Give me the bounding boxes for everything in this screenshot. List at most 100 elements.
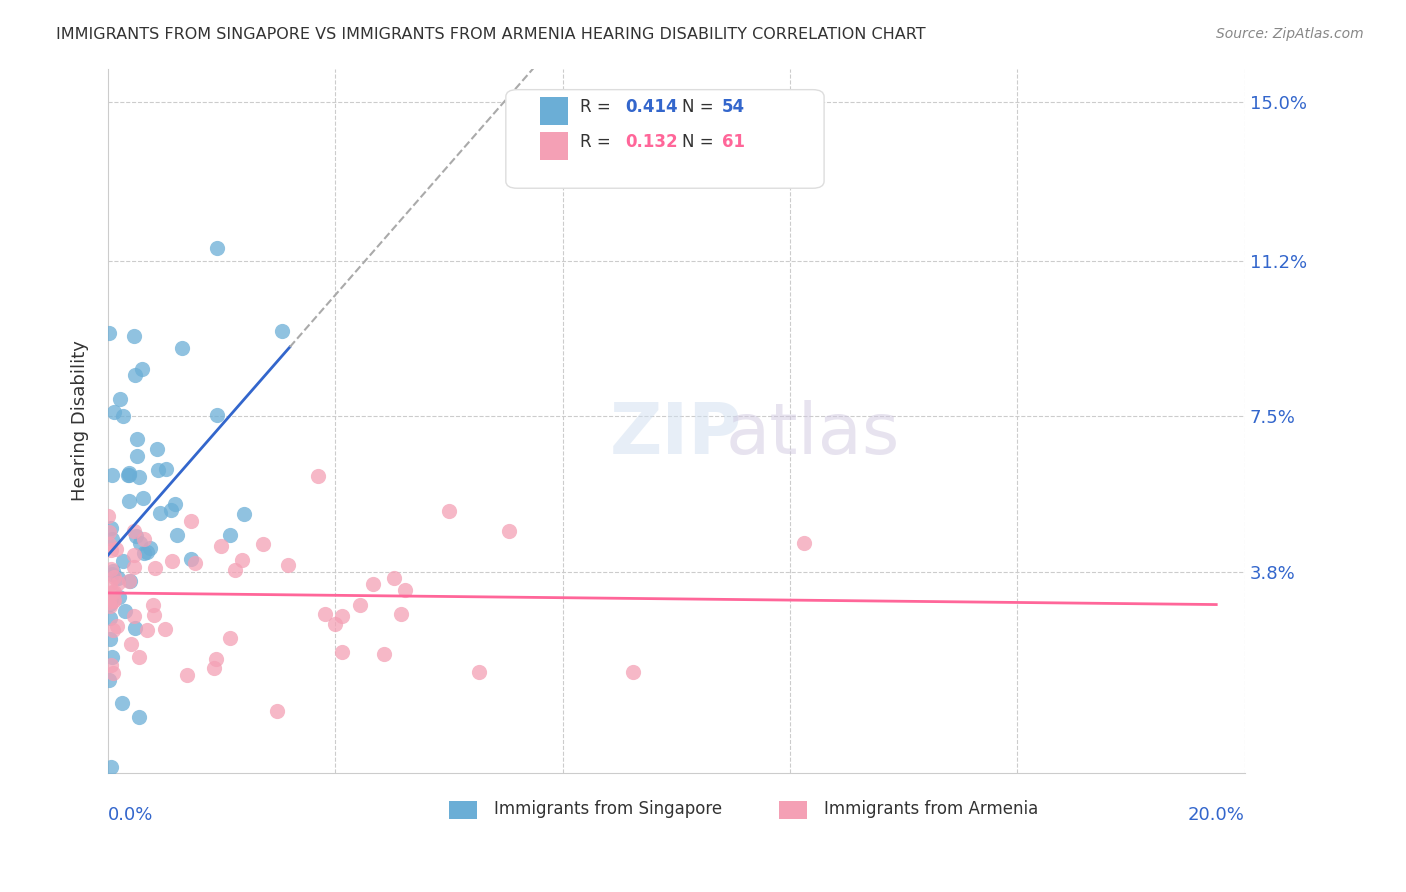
Point (155, 462, 177, 476)
Point (98, 673, 121, 687)
Point (128, 710, 150, 724)
Text: 54: 54 (721, 98, 745, 116)
Point (142, 598, 165, 612)
Text: 0.0%: 0.0% (108, 806, 153, 824)
Point (180, 514, 202, 528)
Point (184, 556, 207, 570)
Point (149, 506, 172, 520)
Point (307, 468, 329, 483)
Point (160, 503, 183, 517)
Point (437, 504, 460, 518)
Point (793, 536, 815, 550)
Point (136, 624, 159, 638)
Point (323, 616, 346, 631)
Point (128, 649, 150, 664)
Point (205, 652, 228, 666)
Text: IMMIGRANTS FROM SINGAPORE VS IMMIGRANTS FROM ARMENIA HEARING DISABILITY CORRELAT: IMMIGRANTS FROM SINGAPORE VS IMMIGRANTS … (56, 27, 927, 42)
Text: N =: N = (682, 98, 718, 116)
Point (252, 537, 274, 551)
Point (207, 241, 229, 255)
Point (160, 554, 183, 568)
Point (111, 696, 134, 710)
Point (107, 576, 129, 591)
Point (117, 468, 139, 483)
Point (148, 463, 170, 477)
Point (112, 554, 135, 568)
Point (180, 551, 202, 566)
Point (100, 658, 122, 673)
Point (104, 541, 127, 556)
Point (101, 623, 124, 637)
Point (101, 665, 124, 680)
Point (166, 528, 188, 542)
Bar (449, 801, 478, 819)
Point (111, 409, 134, 424)
Point (382, 571, 405, 585)
Point (124, 368, 146, 382)
Point (120, 637, 142, 651)
Point (107, 571, 129, 585)
Point (128, 536, 150, 550)
Point (389, 607, 412, 621)
Point (332, 609, 354, 624)
Point (101, 467, 124, 482)
Point (176, 668, 198, 682)
Text: Immigrants from Singapore: Immigrants from Singapore (495, 800, 723, 818)
Text: Source: ZipAtlas.com: Source: ZipAtlas.com (1216, 27, 1364, 41)
Point (100, 543, 122, 558)
Point (98, 326, 121, 341)
Point (101, 564, 124, 578)
Text: 20.0%: 20.0% (1188, 806, 1244, 824)
Point (498, 524, 520, 538)
Point (118, 493, 141, 508)
Point (118, 466, 141, 480)
Point (117, 574, 139, 588)
Point (122, 329, 145, 343)
Point (224, 564, 246, 578)
Point (98, 632, 121, 646)
Point (349, 598, 371, 612)
Point (361, 577, 384, 591)
Point (218, 528, 240, 542)
Point (103, 570, 125, 584)
Text: ZIP: ZIP (610, 401, 742, 469)
Point (128, 470, 150, 484)
Point (231, 553, 253, 567)
Point (108, 392, 131, 406)
Point (100, 760, 122, 774)
Bar (540, 132, 568, 160)
Point (125, 529, 148, 543)
Point (122, 524, 145, 539)
Point (153, 622, 176, 636)
Text: Immigrants from Armenia: Immigrants from Armenia (824, 800, 1039, 818)
Point (98, 599, 121, 613)
Point (143, 560, 166, 574)
Point (202, 661, 225, 675)
Point (101, 594, 124, 608)
Point (277, 558, 299, 572)
Point (270, 324, 292, 338)
Point (100, 611, 122, 625)
Point (100, 650, 122, 665)
Point (132, 491, 155, 506)
Point (101, 585, 124, 599)
Point (131, 362, 153, 376)
Point (103, 405, 125, 419)
Point (209, 540, 232, 554)
Point (100, 562, 122, 576)
Point (233, 507, 256, 521)
Point (142, 607, 165, 622)
Point (218, 631, 240, 645)
Point (118, 574, 141, 589)
Point (105, 619, 128, 633)
Point (205, 409, 228, 423)
Point (98, 524, 121, 539)
Point (134, 546, 156, 560)
Point (135, 544, 157, 558)
Point (100, 521, 122, 535)
Point (108, 591, 131, 605)
Point (132, 532, 155, 546)
Bar (779, 801, 807, 819)
Point (330, 645, 353, 659)
Point (124, 609, 146, 624)
